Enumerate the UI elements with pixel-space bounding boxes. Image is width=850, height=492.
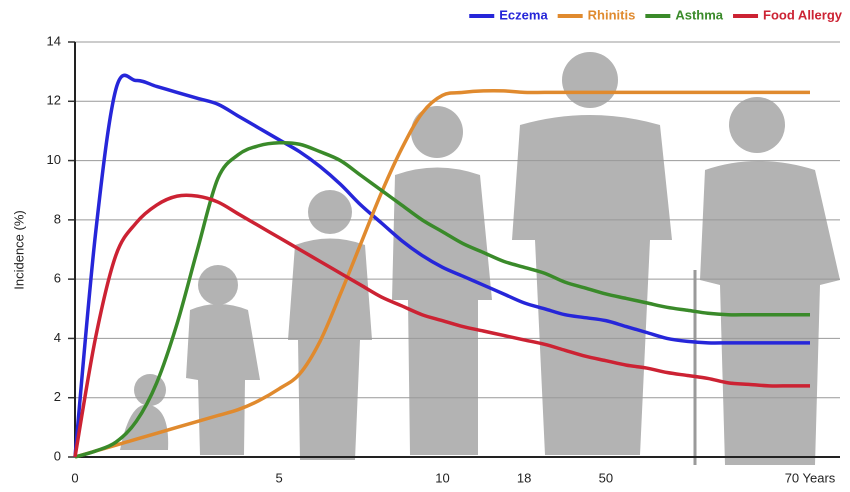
line (73, 193, 810, 458)
y-tick-label: 12 (47, 93, 61, 108)
silhouettes (120, 52, 840, 465)
y-tick-label: 10 (47, 152, 61, 167)
x-tick-label: 5 (276, 470, 283, 485)
line (74, 88, 810, 459)
y-tick-label: 8 (54, 211, 61, 226)
x-tick-label: 50 (599, 470, 613, 485)
legend-label: Asthma (675, 7, 723, 22)
line (73, 73, 810, 458)
x-tick-label: 70 Years (785, 470, 836, 485)
y-tick-label: 6 (54, 271, 61, 286)
x-tick-label: 18 (517, 470, 531, 485)
y-tick-label: 0 (54, 448, 61, 463)
y-tick-label: 4 (54, 330, 61, 345)
line (74, 140, 810, 459)
legend-label: Rhinitis (588, 7, 636, 22)
y-tick-label: 2 (54, 389, 61, 404)
x-tick-label: 10 (435, 470, 449, 485)
y-axis-label: Incidence (%) (11, 210, 26, 289)
x-tick-label: 0 (71, 470, 78, 485)
legend-label: Eczema (499, 7, 548, 22)
legend-label: Food Allergy (763, 7, 843, 22)
y-tick-label: 14 (47, 33, 61, 48)
legend: Food Allergy Asthma Rhinitis Eczema (469, 7, 843, 22)
